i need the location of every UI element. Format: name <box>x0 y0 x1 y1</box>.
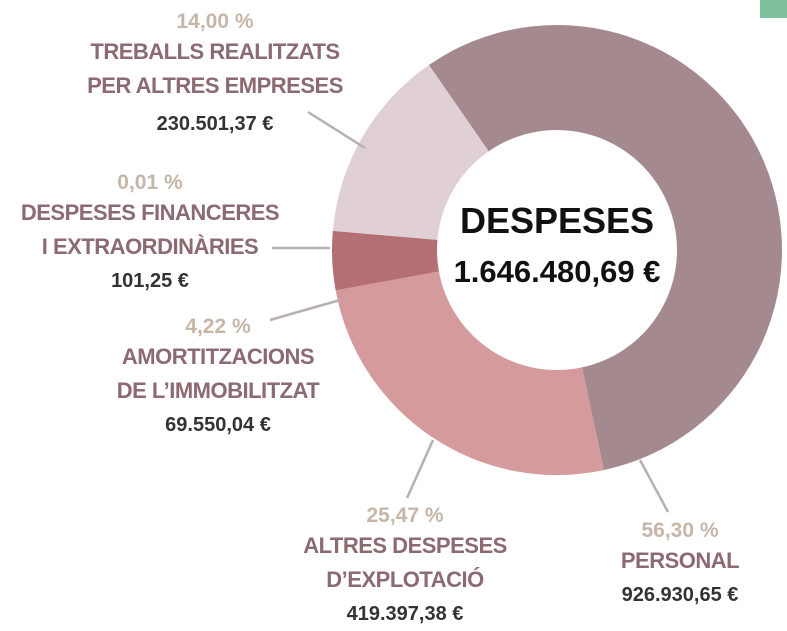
amount-label: 101,25 € <box>111 270 189 292</box>
percent-label: 4,22 % <box>185 315 251 338</box>
percent-label: 14,00 % <box>176 10 254 33</box>
percent-label: 25,47 % <box>366 504 444 527</box>
leader-line <box>307 110 366 150</box>
leader-line <box>405 439 435 499</box>
percent-label: 0,01 % <box>117 171 183 194</box>
donut-slice <box>332 230 438 240</box>
percent-label: 56,30 % <box>641 519 719 542</box>
donut-slice <box>335 271 604 475</box>
leader-line <box>269 298 341 322</box>
category-label: DESPESES FINANCERES I EXTRAORDINÀRIES <box>20 200 280 259</box>
donut-slice <box>428 25 782 471</box>
amount-label: 69.550,04 € <box>165 414 271 436</box>
amount-label: 926.930,65 € <box>621 584 739 606</box>
leader-line <box>638 459 670 513</box>
donut-slice <box>332 65 489 240</box>
center-title: DESPESES <box>459 200 655 241</box>
category-label: TREBALLS REALITZATS PER ALTRES EMPRESES <box>87 39 343 98</box>
amount-label: 230.501,37 € <box>156 113 274 135</box>
donut-slice <box>332 230 439 291</box>
category-label: AMORTITZACIONS DE L’IMMOBILITZAT <box>116 344 320 403</box>
amount-label: 419.397,38 € <box>346 603 464 625</box>
category-label: PERSONAL <box>620 548 740 573</box>
category-label: ALTRES DESPESES D’EXPLOTACIÓ <box>303 533 507 592</box>
corner-decoration <box>760 0 787 18</box>
center-total: 1.646.480,69 € <box>453 254 661 289</box>
